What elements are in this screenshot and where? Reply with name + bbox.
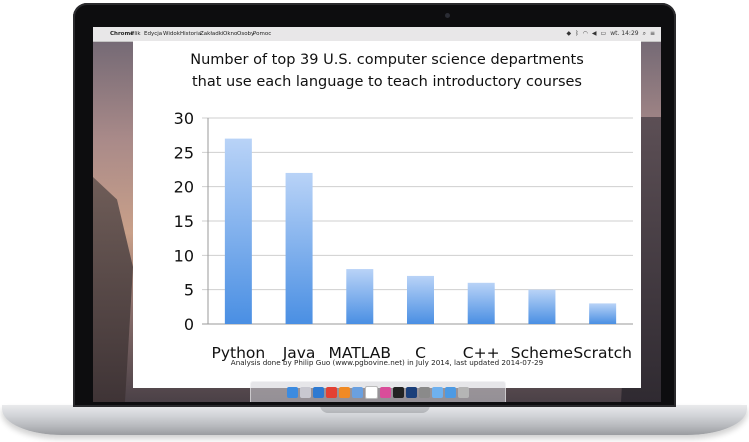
status-icons: ◆ ᛒ ◠ ◀ ▭ wt. 14:29 ⌕ ≡ [566, 29, 655, 39]
y-tick-label: 30 [174, 109, 194, 128]
x-tick-label: C [415, 344, 426, 362]
y-tick-label: 25 [174, 143, 194, 162]
clock[interactable]: wt. 14:29 [610, 30, 639, 37]
itunes-icon[interactable] [380, 387, 391, 398]
list-icon[interactable]: ≡ [649, 30, 655, 37]
bar-cplus [467, 282, 495, 324]
safari-icon[interactable] [313, 387, 324, 398]
bar-matlab [346, 269, 374, 324]
folder-icon[interactable] [432, 387, 443, 398]
x-tick-label: Scheme [511, 344, 573, 362]
y-tick-label: 5 [184, 281, 194, 300]
camera-icon [445, 13, 450, 18]
y-tick-label: 10 [174, 246, 194, 265]
x-tick-label: MATLAB [329, 344, 391, 362]
menu-item-okno[interactable]: Okno [223, 31, 238, 37]
photoshop-icon[interactable] [406, 387, 417, 398]
x-tick-label: C++ [463, 344, 500, 362]
x-tick-label: Scratch [573, 344, 632, 362]
chart-title-line-2: that use each language to teach introduc… [192, 74, 582, 90]
menu-item-widok[interactable]: Widok [163, 31, 180, 37]
finder-icon[interactable] [287, 387, 298, 398]
y-tick-label: 20 [174, 178, 194, 197]
x-tick-label: Python [211, 344, 265, 362]
menu-item-chrome[interactable]: Chrome [110, 31, 134, 37]
wallpaper-rock-left [93, 177, 133, 402]
menu-bar: Chrome Plik Edycja Widok Historia Zakład… [93, 27, 661, 42]
menu-item-edycja[interactable]: Edycja [144, 31, 163, 37]
menu-item-pomoc[interactable]: Pomoc [253, 31, 272, 37]
mail-icon[interactable] [352, 387, 363, 398]
bar-python [224, 138, 252, 324]
downloads-icon[interactable] [445, 387, 456, 398]
chart-title-line-1: Number of top 39 U.S. computer science d… [190, 52, 584, 68]
laptop-notch [320, 405, 430, 413]
chrome-icon[interactable] [326, 387, 337, 398]
menu-item-plik[interactable]: Plik [131, 31, 141, 37]
dropbox-icon[interactable]: ◆ [566, 30, 572, 37]
calendar-icon[interactable] [365, 386, 378, 399]
menu-item-zakladki[interactable]: Zakładki [200, 31, 224, 37]
bar-c [407, 275, 434, 324]
y-tick-label: 15 [174, 212, 194, 231]
settings-icon[interactable] [419, 387, 430, 398]
dock [250, 381, 506, 402]
wifi-icon[interactable]: ◠ [582, 30, 588, 37]
screen: Chrome Plik Edycja Widok Historia Zakład… [93, 27, 661, 402]
presentation-slide: Number of top 39 U.S. computer science d… [133, 41, 641, 388]
bluetooth-icon[interactable]: ᛒ [575, 30, 579, 37]
footnote: Analysis done by Philip Guo (www.pgbovin… [230, 358, 544, 367]
y-tick-label: 0 [184, 315, 194, 334]
menu-item-historia[interactable]: Historia [180, 31, 202, 37]
bar-java [285, 172, 313, 324]
trash-icon[interactable] [458, 387, 469, 398]
battery-icon[interactable]: ▭ [600, 30, 607, 37]
terminal-icon[interactable] [393, 387, 404, 398]
menu-item-osoby[interactable]: Osoby [237, 31, 255, 37]
bar-scheme [528, 289, 556, 324]
bar-chart: 0 5 10 15 20 25 30 Python Java MATLAB C C++ Scheme Sc… [174, 109, 633, 362]
volume-icon[interactable]: ◀ [591, 30, 597, 37]
x-tick-label: Java [282, 344, 316, 362]
search-icon[interactable]: ⌕ [642, 30, 646, 37]
bar-scratch [589, 303, 617, 324]
launchpad-icon[interactable] [300, 387, 311, 398]
firefox-icon[interactable] [339, 387, 350, 398]
